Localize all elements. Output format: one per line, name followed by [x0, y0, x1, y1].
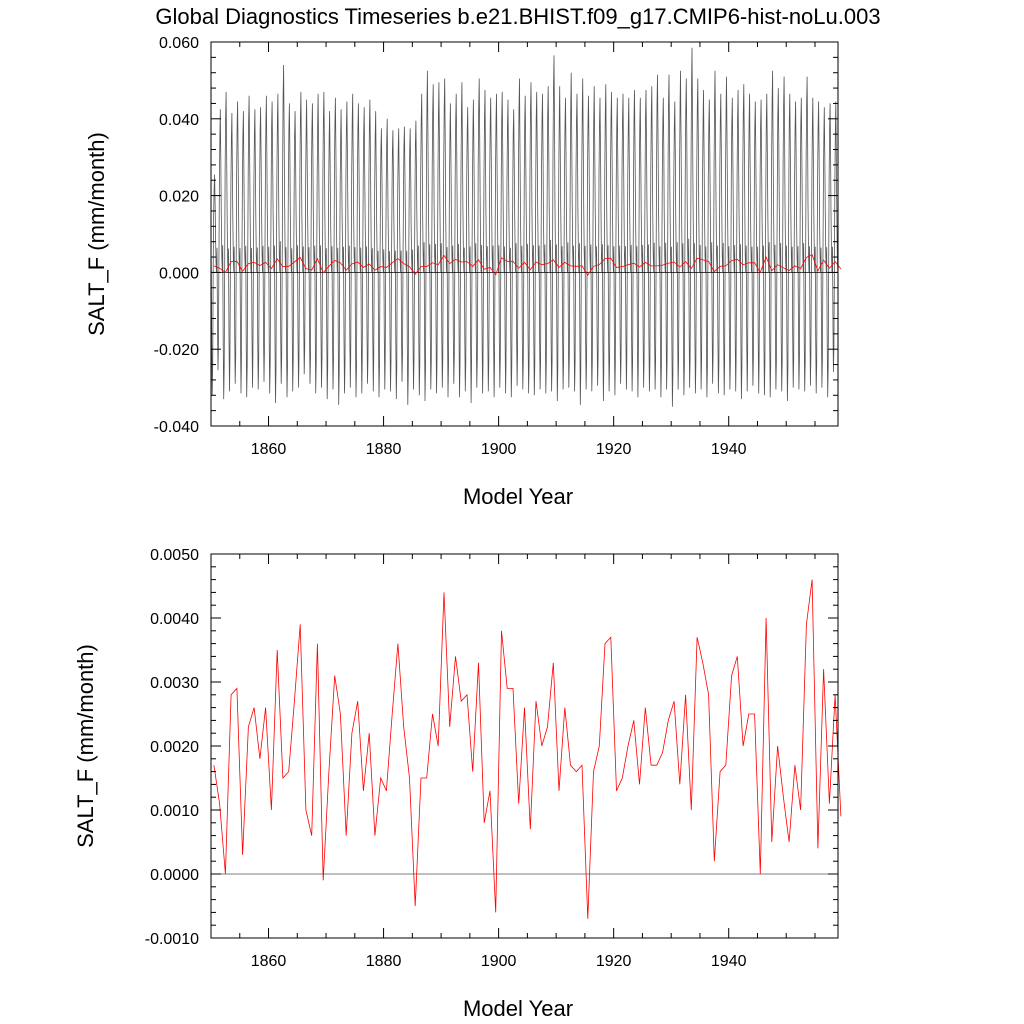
top-panel: 1860 1880 1900 1920 1940 -0.040 -0.020 0.000 0.0… [84, 35, 842, 509]
top-annual-series [213, 254, 842, 276]
top-x-tick-label: 1940 [711, 441, 747, 458]
bottom-y-tick-label: 0.0000 [150, 867, 199, 884]
bottom-x-tick-label: 1940 [711, 953, 747, 970]
bottom-y-tick-label: 0.0020 [150, 739, 199, 756]
top-y-tick-label: -0.040 [154, 419, 199, 436]
bottom-x-axis-label: Model Year [463, 996, 573, 1021]
top-monthly-line [210, 47, 839, 407]
top-y-tick-label: 0.060 [159, 35, 199, 52]
bottom-y-tick-label: 0.0040 [150, 611, 199, 628]
bottom-y-axis-label: SALT_F (mm/month) [73, 644, 98, 848]
top-y-tick-label: 0.000 [159, 265, 199, 282]
bottom-y-tick-label: 0.0050 [150, 547, 199, 564]
top-y-tick-label: 0.040 [159, 112, 199, 129]
chart-title: Global Diagnostics Timeseries b.e21.BHIS… [155, 4, 880, 29]
bottom-panel: 1860 1880 1900 1920 1940 -0.0010 0.0000 0.0010 0… [73, 547, 842, 1021]
top-x-axis-label: Model Year [463, 484, 573, 509]
top-ticks: 1860 1880 1900 1920 1940 -0.040 -0.020 0.000 0.0… [154, 35, 838, 458]
top-x-tick-label: 1860 [251, 441, 287, 458]
bottom-ticks: 1860 1880 1900 1920 1940 -0.0010 0.0000 0.0010 0… [145, 547, 838, 970]
bottom-y-tick-label: -0.0010 [145, 931, 199, 948]
bottom-x-tick-label: 1880 [366, 953, 402, 970]
bottom-x-tick-label: 1920 [596, 953, 632, 970]
top-plot-frame [210, 41, 839, 427]
bottom-x-tick-label: 1860 [251, 953, 287, 970]
bottom-x-tick-label: 1900 [481, 953, 517, 970]
top-monthly-series [210, 47, 839, 407]
top-x-tick-label: 1920 [596, 441, 632, 458]
top-x-tick-label: 1900 [481, 441, 517, 458]
top-x-tick-label: 1880 [366, 441, 402, 458]
bottom-plot-frame [210, 553, 839, 939]
bottom-y-tick-label: 0.0010 [150, 803, 199, 820]
top-y-axis-label: SALT_F (mm/month) [84, 132, 109, 336]
bottom-annual-series [213, 579, 842, 919]
top-y-tick-label: 0.020 [159, 189, 199, 206]
bottom-y-tick-label: 0.0030 [150, 675, 199, 692]
top-y-tick-label: -0.020 [154, 342, 199, 359]
